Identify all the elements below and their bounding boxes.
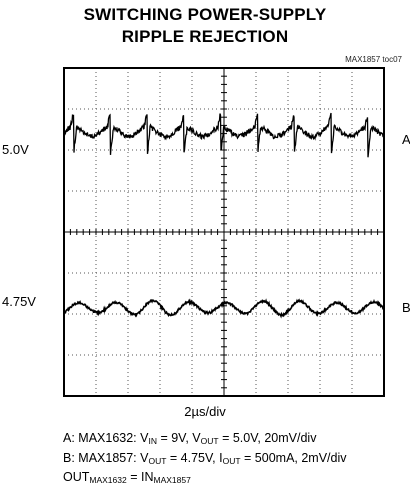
chart-title: SWITCHING POWER-SUPPLY (83, 5, 327, 24)
plot-frame (63, 67, 385, 397)
trace-b-waveform (63, 298, 385, 319)
note-line-b: B: MAX1857: VOUT = 4.75V, IOUT = 500mA, … (63, 450, 347, 466)
conditions-notes: A: MAX1632: VIN = 9V, VOUT = 5.0V, 20mV/… (63, 430, 347, 489)
figure-tag: MAX1857 toc07 (345, 55, 402, 64)
x-axis-label: 2µs/div (184, 404, 226, 419)
trace-a-level-label: 5.0V (2, 142, 29, 157)
trace-a-waveform (63, 112, 385, 158)
chart-subtitle: RIPPLE REJECTION (121, 27, 289, 46)
note-line-c: OUTMAX1632 = INMAX1857 (63, 470, 191, 485)
trace-b-level-label: 4.75V (2, 294, 36, 309)
note-line-a: A: MAX1632: VIN = 9V, VOUT = 5.0V, 20mV/… (63, 431, 317, 446)
trace-a-marker: A (402, 132, 410, 147)
trace-b-marker: B (402, 300, 410, 315)
